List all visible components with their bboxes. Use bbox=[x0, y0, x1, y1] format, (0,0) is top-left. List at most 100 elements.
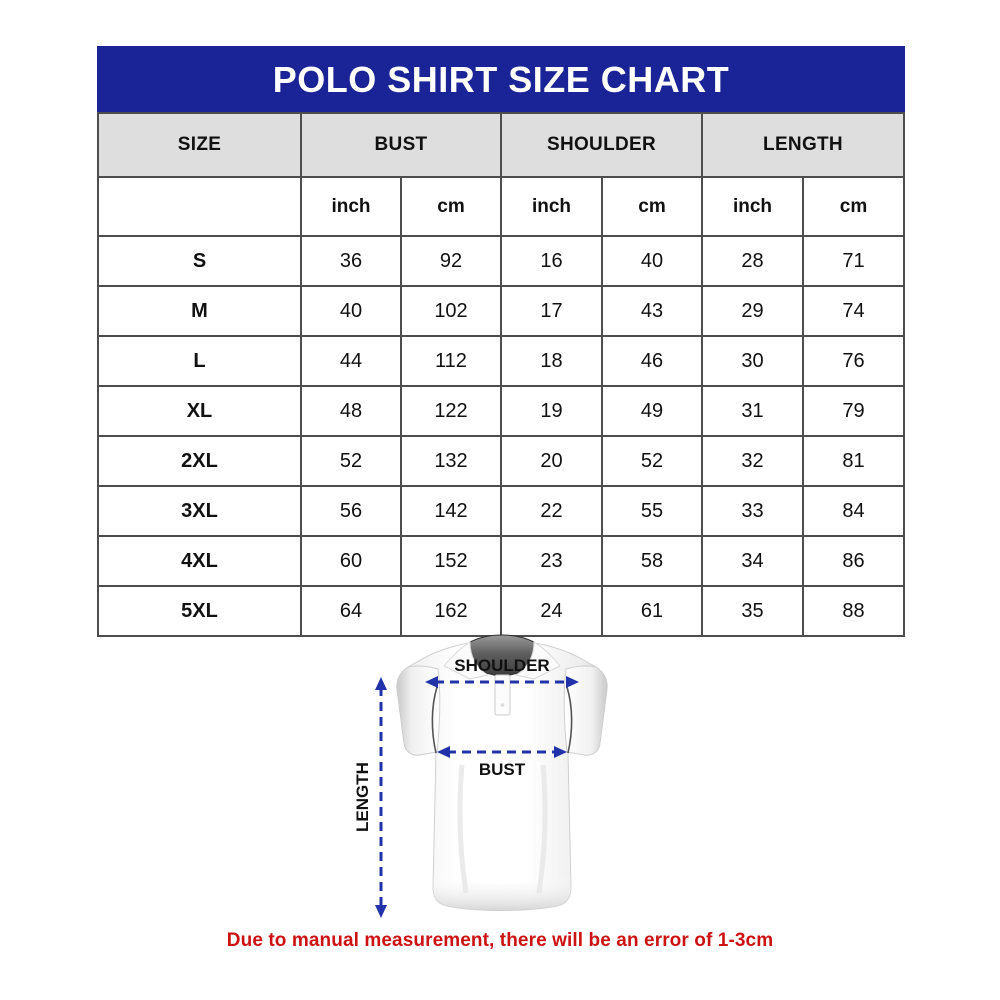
group-header-row: SIZE BUST SHOULDER LENGTH bbox=[97, 112, 906, 178]
table-row: 3XL 56 142 22 55 33 84 bbox=[97, 485, 906, 537]
cell-length-inch: 31 bbox=[701, 385, 804, 437]
cell-shoulder-cm: 52 bbox=[601, 435, 703, 487]
shoulder-arrow-left-icon bbox=[425, 676, 438, 688]
column-header-size: SIZE bbox=[97, 112, 302, 178]
shirt-placket bbox=[494, 674, 511, 716]
cell-length-cm: 76 bbox=[801, 335, 906, 387]
cell-shoulder-cm: 43 bbox=[601, 285, 703, 337]
cell-shoulder-inch: 20 bbox=[500, 435, 603, 487]
cell-bust-inch: 48 bbox=[300, 385, 402, 437]
cell-size: L bbox=[97, 335, 302, 387]
cell-length-inch: 30 bbox=[701, 335, 804, 387]
cell-bust-cm: 142 bbox=[400, 485, 502, 537]
cell-size: 4XL bbox=[97, 535, 302, 587]
table-row: 2XL 52 132 20 52 32 81 bbox=[97, 435, 906, 487]
cell-length-inch: 33 bbox=[701, 485, 804, 537]
cell-size: M bbox=[97, 285, 302, 337]
fabric-fold bbox=[536, 764, 548, 894]
cell-length-inch: 35 bbox=[701, 585, 804, 637]
cell-bust-cm: 162 bbox=[400, 585, 502, 637]
unit-header-shoulder-inch: inch bbox=[500, 176, 603, 237]
cell-length-cm: 84 bbox=[801, 485, 906, 537]
cell-bust-inch: 44 bbox=[300, 335, 402, 387]
unit-header-row: inch cm inch cm inch cm bbox=[97, 176, 906, 237]
cell-length-cm: 81 bbox=[801, 435, 906, 487]
cell-length-cm: 86 bbox=[801, 535, 906, 587]
bust-arrow-left-icon bbox=[437, 746, 450, 758]
cell-shoulder-inch: 23 bbox=[500, 535, 603, 587]
polo-shirt-diagram-svg: SHOULDER BUST LENGTH bbox=[353, 634, 608, 918]
cell-bust-inch: 56 bbox=[300, 485, 402, 537]
table-row: M 40 102 17 43 29 74 bbox=[97, 285, 906, 337]
table-row: S 36 92 16 40 28 71 bbox=[97, 235, 906, 287]
unit-header-bust-inch: inch bbox=[300, 176, 402, 237]
cell-length-inch: 29 bbox=[701, 285, 804, 337]
cell-bust-cm: 132 bbox=[400, 435, 502, 487]
cell-shoulder-cm: 58 bbox=[601, 535, 703, 587]
bust-arrow-right-icon bbox=[554, 746, 567, 758]
cell-shoulder-cm: 49 bbox=[601, 385, 703, 437]
bust-measure-group: BUST bbox=[437, 746, 567, 779]
cell-shoulder-cm: 55 bbox=[601, 485, 703, 537]
table-row: 5XL 64 162 24 61 35 88 bbox=[97, 585, 906, 637]
cell-bust-cm: 112 bbox=[400, 335, 502, 387]
cell-bust-inch: 60 bbox=[300, 535, 402, 587]
unit-header-length-cm: cm bbox=[801, 176, 906, 237]
unit-header-bust-cm: cm bbox=[400, 176, 502, 237]
cell-length-cm: 74 bbox=[801, 285, 906, 337]
cell-size: 2XL bbox=[97, 435, 302, 487]
chart-title-row: POLO SHIRT SIZE CHART bbox=[96, 46, 906, 114]
cell-size: 5XL bbox=[97, 585, 302, 637]
column-header-shoulder: SHOULDER bbox=[500, 112, 703, 178]
table-row: L 44 112 18 46 30 76 bbox=[97, 335, 906, 387]
shoulder-measure-group: SHOULDER bbox=[425, 656, 579, 688]
cell-shoulder-cm: 61 bbox=[601, 585, 703, 637]
column-header-bust: BUST bbox=[300, 112, 502, 178]
placket-button bbox=[500, 703, 505, 707]
measurement-diagram: SHOULDER BUST LENGTH bbox=[0, 625, 1000, 935]
cell-length-cm: 71 bbox=[801, 235, 906, 287]
cell-size: 3XL bbox=[97, 485, 302, 537]
cell-size: S bbox=[97, 235, 302, 287]
unit-header-length-inch: inch bbox=[701, 176, 804, 237]
cell-shoulder-inch: 16 bbox=[500, 235, 603, 287]
cell-length-cm: 79 bbox=[801, 385, 906, 437]
cell-shoulder-inch: 19 bbox=[500, 385, 603, 437]
cell-bust-cm: 102 bbox=[400, 285, 502, 337]
cell-shoulder-inch: 22 bbox=[500, 485, 603, 537]
cell-shoulder-cm: 46 bbox=[601, 335, 703, 387]
collar-wing-left bbox=[443, 641, 490, 680]
collar-wing-right bbox=[514, 641, 561, 680]
cell-bust-cm: 92 bbox=[400, 235, 502, 287]
table-row: XL 48 122 19 49 31 79 bbox=[97, 385, 906, 437]
unit-header-shoulder-cm: cm bbox=[601, 176, 703, 237]
cell-shoulder-inch: 17 bbox=[500, 285, 603, 337]
cell-bust-inch: 64 bbox=[300, 585, 402, 637]
cell-length-cm: 88 bbox=[801, 585, 906, 637]
cell-bust-inch: 40 bbox=[300, 285, 402, 337]
table-row: 4XL 60 152 23 58 34 86 bbox=[97, 535, 906, 587]
cell-length-inch: 28 bbox=[701, 235, 804, 287]
shirt-illustration bbox=[396, 634, 608, 911]
cell-bust-cm: 122 bbox=[400, 385, 502, 437]
cell-size: XL bbox=[97, 385, 302, 437]
cell-bust-cm: 152 bbox=[400, 535, 502, 587]
column-header-length: LENGTH bbox=[700, 112, 906, 178]
armhole-seam-right bbox=[566, 686, 573, 754]
bust-label: BUST bbox=[479, 760, 526, 779]
cell-shoulder-inch: 18 bbox=[500, 335, 603, 387]
fabric-fold bbox=[457, 764, 469, 894]
armhole-seam-left bbox=[431, 686, 438, 754]
length-measure-group: LENGTH bbox=[353, 677, 387, 918]
length-arrow-bottom-icon bbox=[375, 905, 387, 918]
cell-shoulder-cm: 40 bbox=[601, 235, 703, 287]
shoulder-label: SHOULDER bbox=[454, 656, 549, 675]
shoulder-arrow-right-icon bbox=[566, 676, 579, 688]
cell-bust-inch: 52 bbox=[300, 435, 402, 487]
page-title: POLO SHIRT SIZE CHART bbox=[272, 59, 730, 100]
cell-length-inch: 32 bbox=[701, 435, 804, 487]
length-label: LENGTH bbox=[353, 762, 372, 832]
size-chart-table: POLO SHIRT SIZE CHART SIZE BUST SHOULDER… bbox=[96, 46, 906, 637]
length-arrow-top-icon bbox=[375, 677, 387, 690]
chart-title-cell: POLO SHIRT SIZE CHART bbox=[96, 46, 906, 114]
